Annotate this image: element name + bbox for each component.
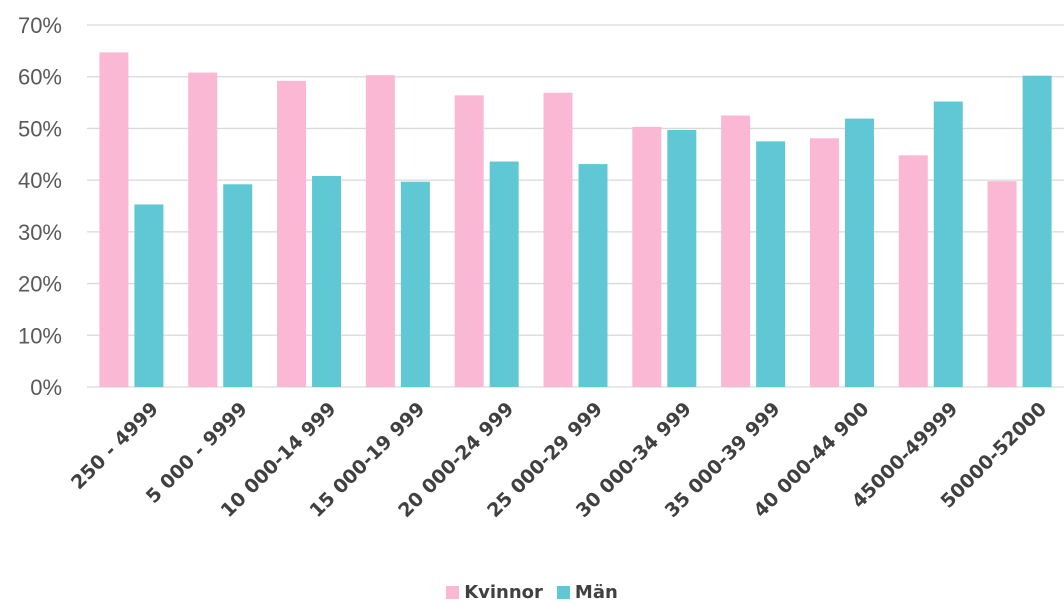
bar-kvinnor (365, 75, 395, 388)
bar-kvinnor (454, 95, 484, 388)
y-tick-label: 10% (18, 323, 62, 348)
bar-kvinnor (99, 52, 129, 388)
bar-man (1022, 75, 1052, 388)
y-tick-label: 0% (30, 375, 62, 400)
bar-man (134, 204, 164, 387)
bar-kvinnor (721, 115, 751, 387)
legend: Kvinnor Män (0, 582, 1064, 603)
bar-kvinnor (898, 155, 928, 387)
y-tick-label: 60% (18, 65, 62, 90)
bar-kvinnor (987, 181, 1017, 387)
legend-swatch-man (556, 586, 570, 599)
bar-kvinnor (632, 126, 662, 388)
bar-man (312, 176, 342, 387)
x-tick-label: 250 - 4999 (67, 398, 163, 494)
bars (99, 52, 1052, 388)
y-tick-label: 40% (18, 168, 62, 193)
bar-man (933, 101, 963, 387)
y-tick-label: 30% (18, 220, 62, 245)
bar-man (844, 118, 874, 388)
legend-swatch-kvinnor (446, 586, 460, 599)
bar-man (489, 161, 519, 387)
y-tick-label: 50% (18, 116, 62, 141)
legend-label-man: Män (574, 582, 618, 603)
bar-man (223, 184, 253, 387)
legend-item-man: Män (556, 582, 618, 603)
bar-man (756, 141, 786, 387)
legend-label-kvinnor: Kvinnor (464, 582, 543, 603)
y-tick-label: 20% (18, 272, 62, 297)
bar-man (667, 129, 697, 388)
bar-man (400, 181, 430, 387)
legend-item-kvinnor: Kvinnor (446, 582, 543, 603)
y-tick-label: 70% (18, 13, 62, 38)
bar-man (578, 164, 608, 387)
bar-kvinnor (277, 80, 307, 387)
bar-kvinnor (188, 72, 218, 387)
bar-kvinnor (809, 138, 839, 387)
y-axis-ticks: 0% 10% 20% 30% 40% 50% 60% 70% (18, 13, 62, 400)
bar-kvinnor (543, 92, 573, 387)
